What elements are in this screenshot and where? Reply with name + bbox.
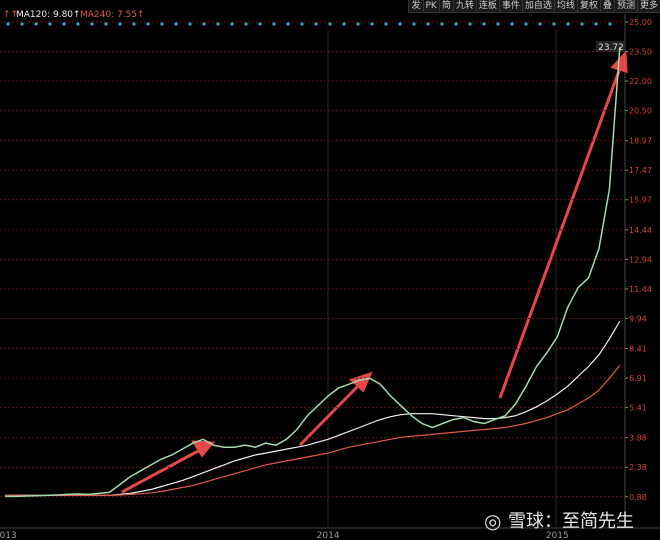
arrow — [498, 67, 622, 399]
y-tick-label: 25.00 — [629, 18, 652, 27]
x-tick-label: 2013 — [0, 531, 17, 540]
watermark: 雪球：至简先生 — [508, 511, 634, 532]
event-dot — [216, 22, 220, 26]
event-dot — [608, 22, 612, 26]
arrow — [298, 382, 362, 447]
event-dot — [342, 22, 346, 26]
event-markers — [6, 22, 612, 26]
toolbar-button[interactable]: 事件 — [498, 0, 522, 12]
event-dot — [188, 22, 192, 26]
y-tick-label: 17.47 — [629, 166, 652, 175]
x-tick-label: 2014 — [317, 531, 340, 540]
y-tick-label: 12.94 — [629, 255, 652, 264]
y-tick-label: 6.91 — [629, 374, 647, 383]
y-tick-label: 8.41 — [629, 345, 647, 354]
event-dot — [370, 22, 374, 26]
event-dot — [174, 22, 178, 26]
event-dot — [426, 22, 430, 26]
toolbar-button[interactable]: 连板 — [475, 0, 499, 12]
y-tick-label: 11.44 — [629, 285, 652, 294]
max-label-box — [596, 41, 626, 52]
event-dot — [132, 22, 136, 26]
toolbar-button[interactable]: 更多 — [636, 0, 660, 12]
event-dot — [496, 22, 500, 26]
legend-entry: MA120: 9.80↑ — [16, 10, 81, 20]
event-dot — [594, 22, 598, 26]
event-dot — [510, 22, 514, 26]
event-dot — [440, 22, 444, 26]
event-dot — [202, 22, 206, 26]
y-tick-label: 23.50 — [629, 48, 652, 57]
event-dot — [48, 22, 52, 26]
event-dot — [454, 22, 458, 26]
event-dot — [160, 22, 164, 26]
toolbar-button[interactable]: 预测 — [613, 0, 637, 12]
y-tick-label: 9.94 — [629, 314, 647, 323]
event-dot — [538, 22, 542, 26]
event-dot — [118, 22, 122, 26]
watermark-icon: ◎ — [484, 509, 501, 533]
event-dot — [90, 22, 94, 26]
trend-arrows — [121, 50, 628, 494]
event-dot — [524, 22, 528, 26]
toolbar-button[interactable]: PK — [422, 0, 439, 12]
event-dot — [34, 22, 38, 26]
event-dot — [272, 22, 276, 26]
y-tick-label: 15.97 — [629, 196, 652, 205]
toolbar: 发 PK 简九转 连板 事件 加自选 均线 复权叠预测 更多 — [408, 0, 660, 13]
event-dot — [384, 22, 388, 26]
y-tick-label: 5.41 — [629, 404, 647, 413]
y-tick-label: 2.38 — [629, 463, 647, 472]
y-tick-label: 20.50 — [629, 107, 652, 116]
toolbar-button[interactable]: 复权 — [576, 0, 600, 12]
event-dot — [286, 22, 290, 26]
event-dot — [146, 22, 150, 26]
event-dot — [62, 22, 66, 26]
toolbar-button[interactable]: 九转 — [452, 0, 476, 12]
event-dot — [6, 22, 10, 26]
arrow — [121, 448, 201, 494]
legend-entry: MA240: 7.55↑ — [80, 10, 145, 20]
max-label: 23.72 — [598, 43, 624, 53]
event-dot — [398, 22, 402, 26]
event-dot — [314, 22, 318, 26]
event-dot — [244, 22, 248, 26]
event-dot — [20, 22, 24, 26]
event-dot — [468, 22, 472, 26]
event-dot — [230, 22, 234, 26]
event-dot — [300, 22, 304, 26]
ma-line — [5, 365, 621, 496]
event-dot — [566, 22, 570, 26]
event-dot — [482, 22, 486, 26]
event-dot — [412, 22, 416, 26]
event-dot — [328, 22, 332, 26]
toolbar-button[interactable]: 加自选 — [521, 0, 554, 12]
y-tick-label: 22.00 — [629, 77, 652, 86]
y-tick-label: 0.88 — [629, 493, 647, 502]
toolbar-button[interactable]: 均线 — [553, 0, 577, 12]
arrow-head — [191, 440, 216, 458]
event-dot — [552, 22, 556, 26]
toolbar-button[interactable]: 简 — [438, 0, 453, 12]
x-tick-label: 2015 — [546, 531, 569, 540]
event-dot — [104, 22, 108, 26]
legend-icon: ↑↑ — [3, 10, 18, 20]
event-dot — [356, 22, 360, 26]
toolbar-button[interactable]: 叠 — [599, 0, 614, 12]
y-tick-label: 14.44 — [629, 226, 652, 235]
y-tick-label: 3.88 — [629, 434, 647, 443]
event-dot — [76, 22, 80, 26]
price-line — [5, 47, 621, 498]
toolbar-button[interactable]: 发 — [408, 0, 422, 12]
y-tick-label: 18.97 — [629, 137, 652, 146]
event-dot — [258, 22, 262, 26]
event-dot — [580, 22, 584, 26]
